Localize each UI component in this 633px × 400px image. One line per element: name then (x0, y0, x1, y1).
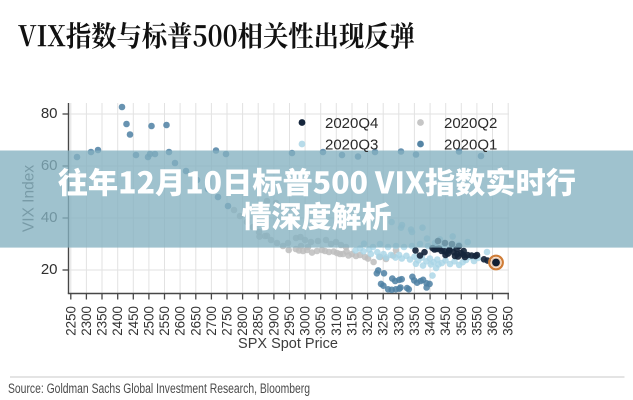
svg-text:3300: 3300 (391, 306, 406, 336)
svg-text:3500: 3500 (454, 306, 469, 336)
svg-text:3450: 3450 (438, 306, 453, 336)
svg-text:2800: 2800 (235, 306, 250, 336)
svg-text:2020Q3: 2020Q3 (325, 137, 378, 154)
svg-text:3200: 3200 (360, 306, 375, 336)
svg-text:2700: 2700 (204, 306, 219, 336)
svg-text:2020Q4: 2020Q4 (325, 115, 378, 132)
svg-text:2750: 2750 (220, 306, 235, 336)
svg-text:2450: 2450 (126, 306, 141, 336)
svg-text:3050: 3050 (313, 306, 328, 336)
svg-text:3100: 3100 (329, 306, 344, 336)
svg-text:2500: 2500 (141, 306, 156, 336)
svg-text:3250: 3250 (376, 306, 391, 336)
svg-text:3650: 3650 (501, 306, 516, 336)
svg-text:2400: 2400 (110, 306, 125, 336)
svg-text:3600: 3600 (485, 306, 500, 336)
svg-text:2020Q1: 2020Q1 (444, 137, 497, 154)
svg-text:2900: 2900 (266, 306, 281, 336)
svg-text:3550: 3550 (469, 306, 484, 336)
svg-text:SPX Spot Price: SPX Spot Price (238, 336, 338, 352)
svg-text:2850: 2850 (251, 306, 266, 336)
svg-text:2350: 2350 (95, 306, 110, 336)
svg-text:2300: 2300 (79, 306, 94, 336)
svg-text:2020Q2: 2020Q2 (444, 115, 497, 132)
svg-text:2250: 2250 (63, 306, 78, 336)
svg-text:3400: 3400 (423, 306, 438, 336)
svg-text:Source: Goldman Sachs Global I: Source: Goldman Sachs Global Investment … (8, 381, 310, 396)
svg-text:80: 80 (41, 105, 58, 122)
svg-text:2550: 2550 (157, 306, 172, 336)
svg-text:2950: 2950 (282, 306, 297, 336)
svg-text:3150: 3150 (345, 306, 360, 336)
svg-text:20: 20 (41, 261, 58, 278)
svg-text:2600: 2600 (173, 306, 188, 336)
svg-text:3350: 3350 (407, 306, 422, 336)
svg-text:3000: 3000 (298, 306, 313, 336)
svg-text:2650: 2650 (188, 306, 203, 336)
